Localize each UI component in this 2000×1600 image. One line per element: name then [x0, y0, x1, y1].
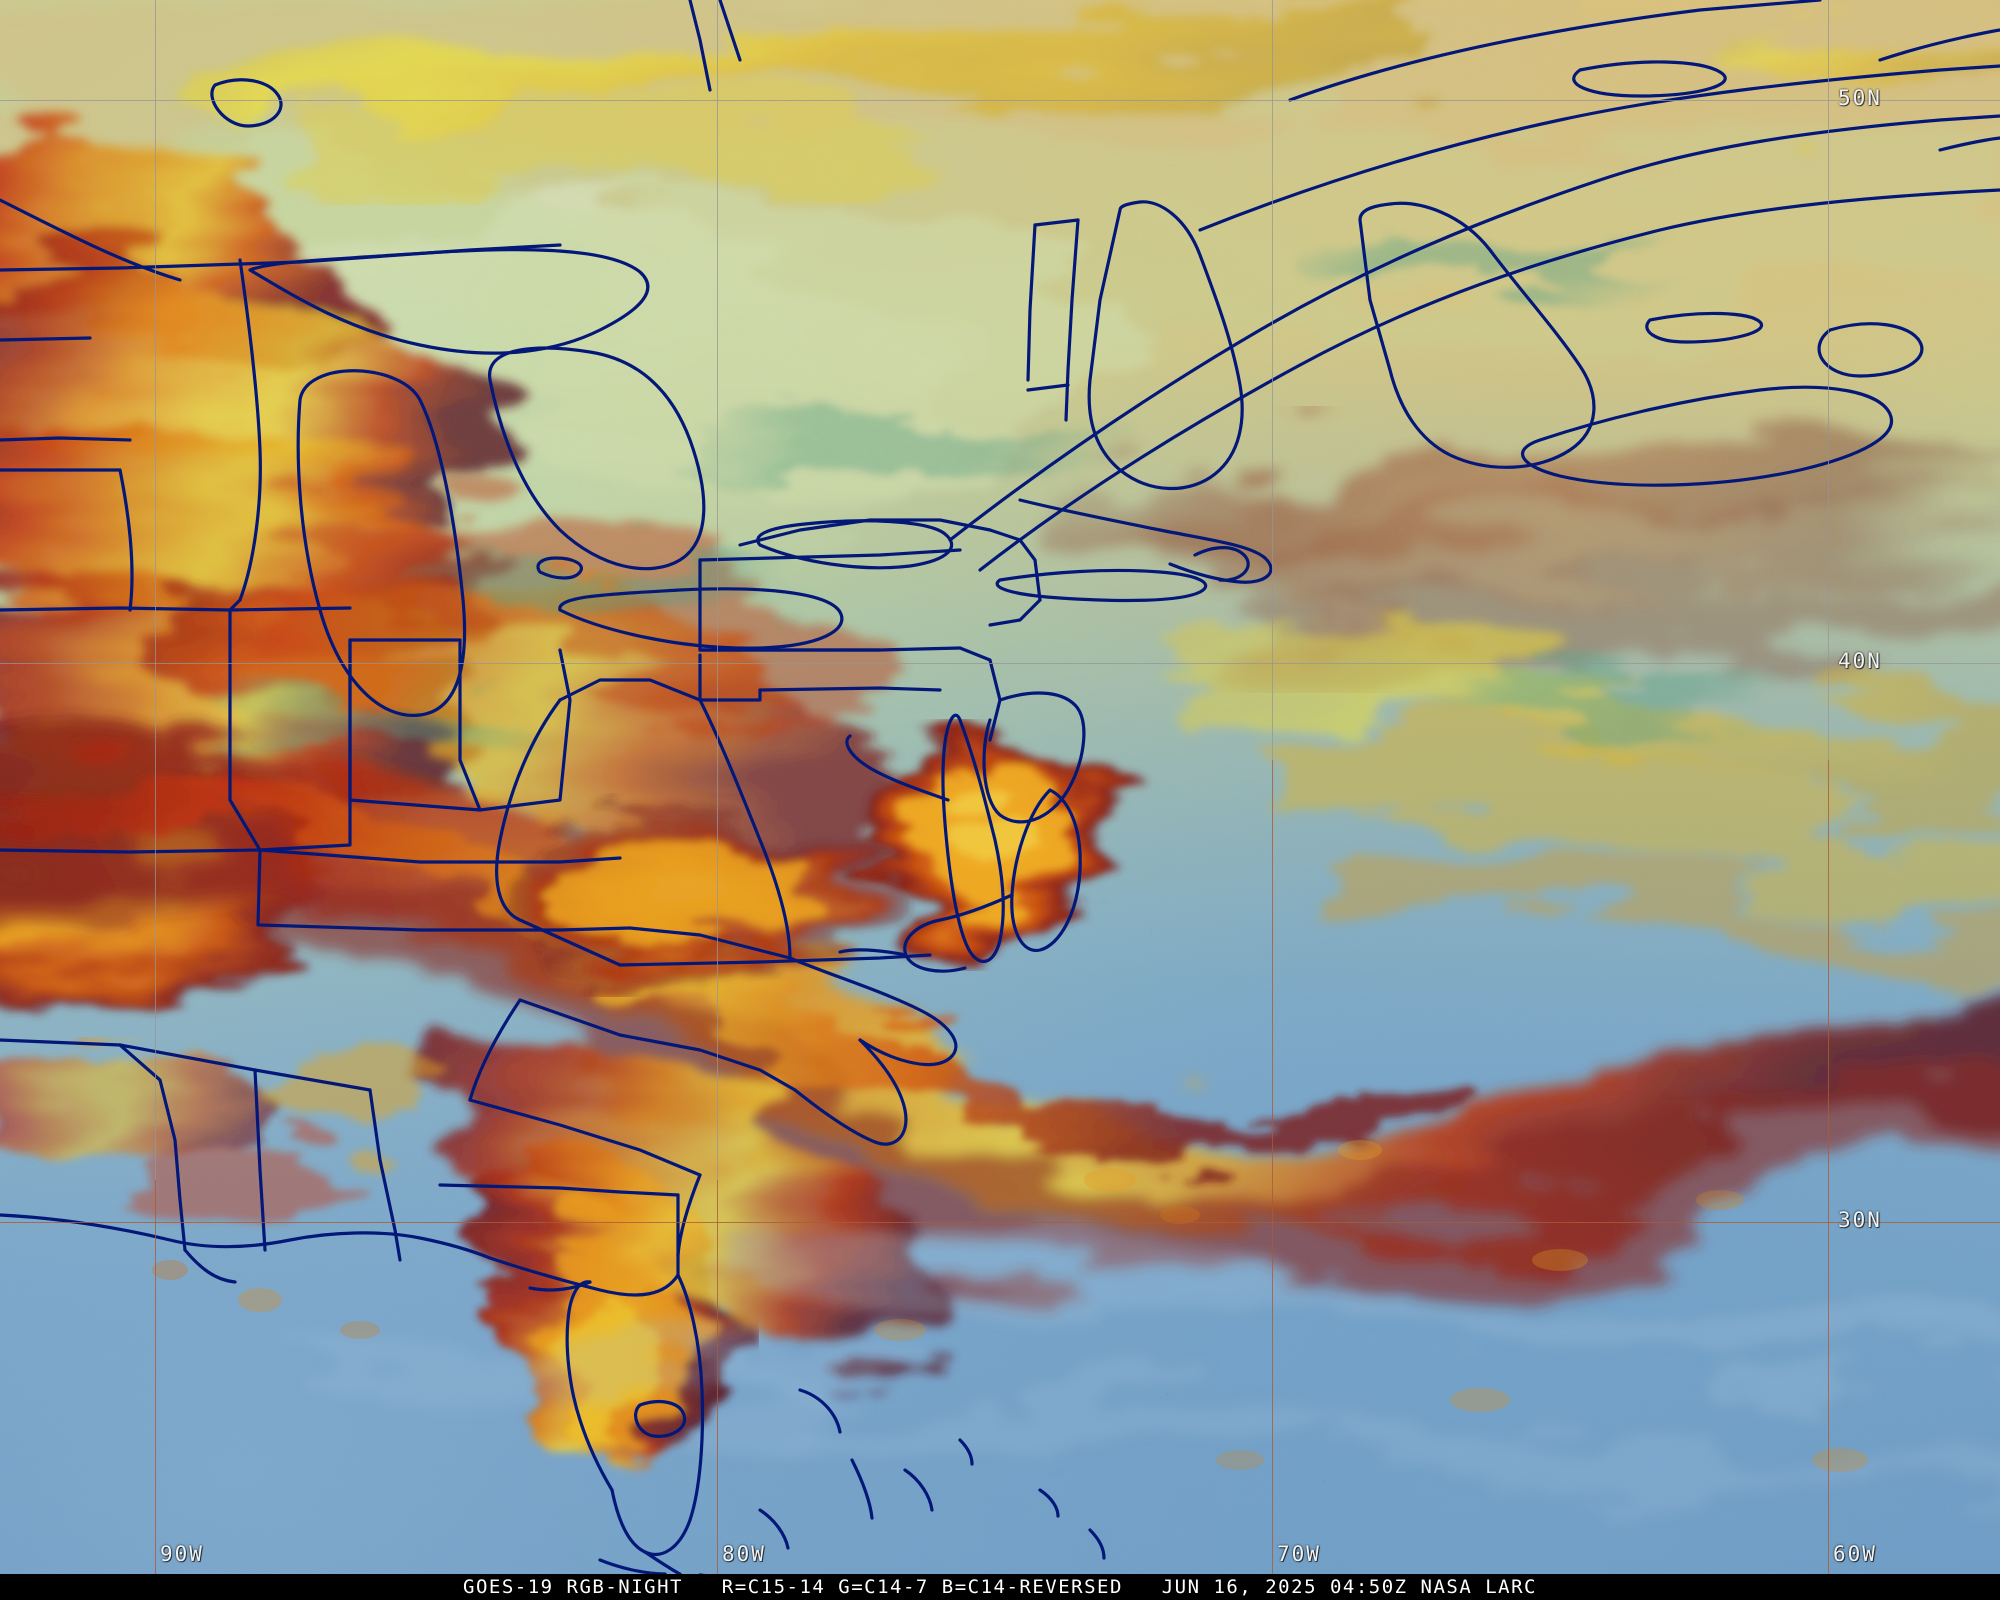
cirrus-streaks-yellow-north [240, 7, 2000, 188]
ocean-speckle-warm-pixels [700, 760, 2000, 1590]
caption-bar: GOES-19 RGB-NIGHT R=C15-14 G=C14-7 B=C14… [0, 1574, 2000, 1600]
caption-text: GOES-19 RGB-NIGHT R=C15-14 G=C14-7 B=C14… [463, 1576, 1537, 1598]
green-filaments [200, 244, 1820, 755]
fog-blob-virginia-inland [510, 810, 890, 980]
scattered-convective-cells [152, 1140, 1868, 1472]
